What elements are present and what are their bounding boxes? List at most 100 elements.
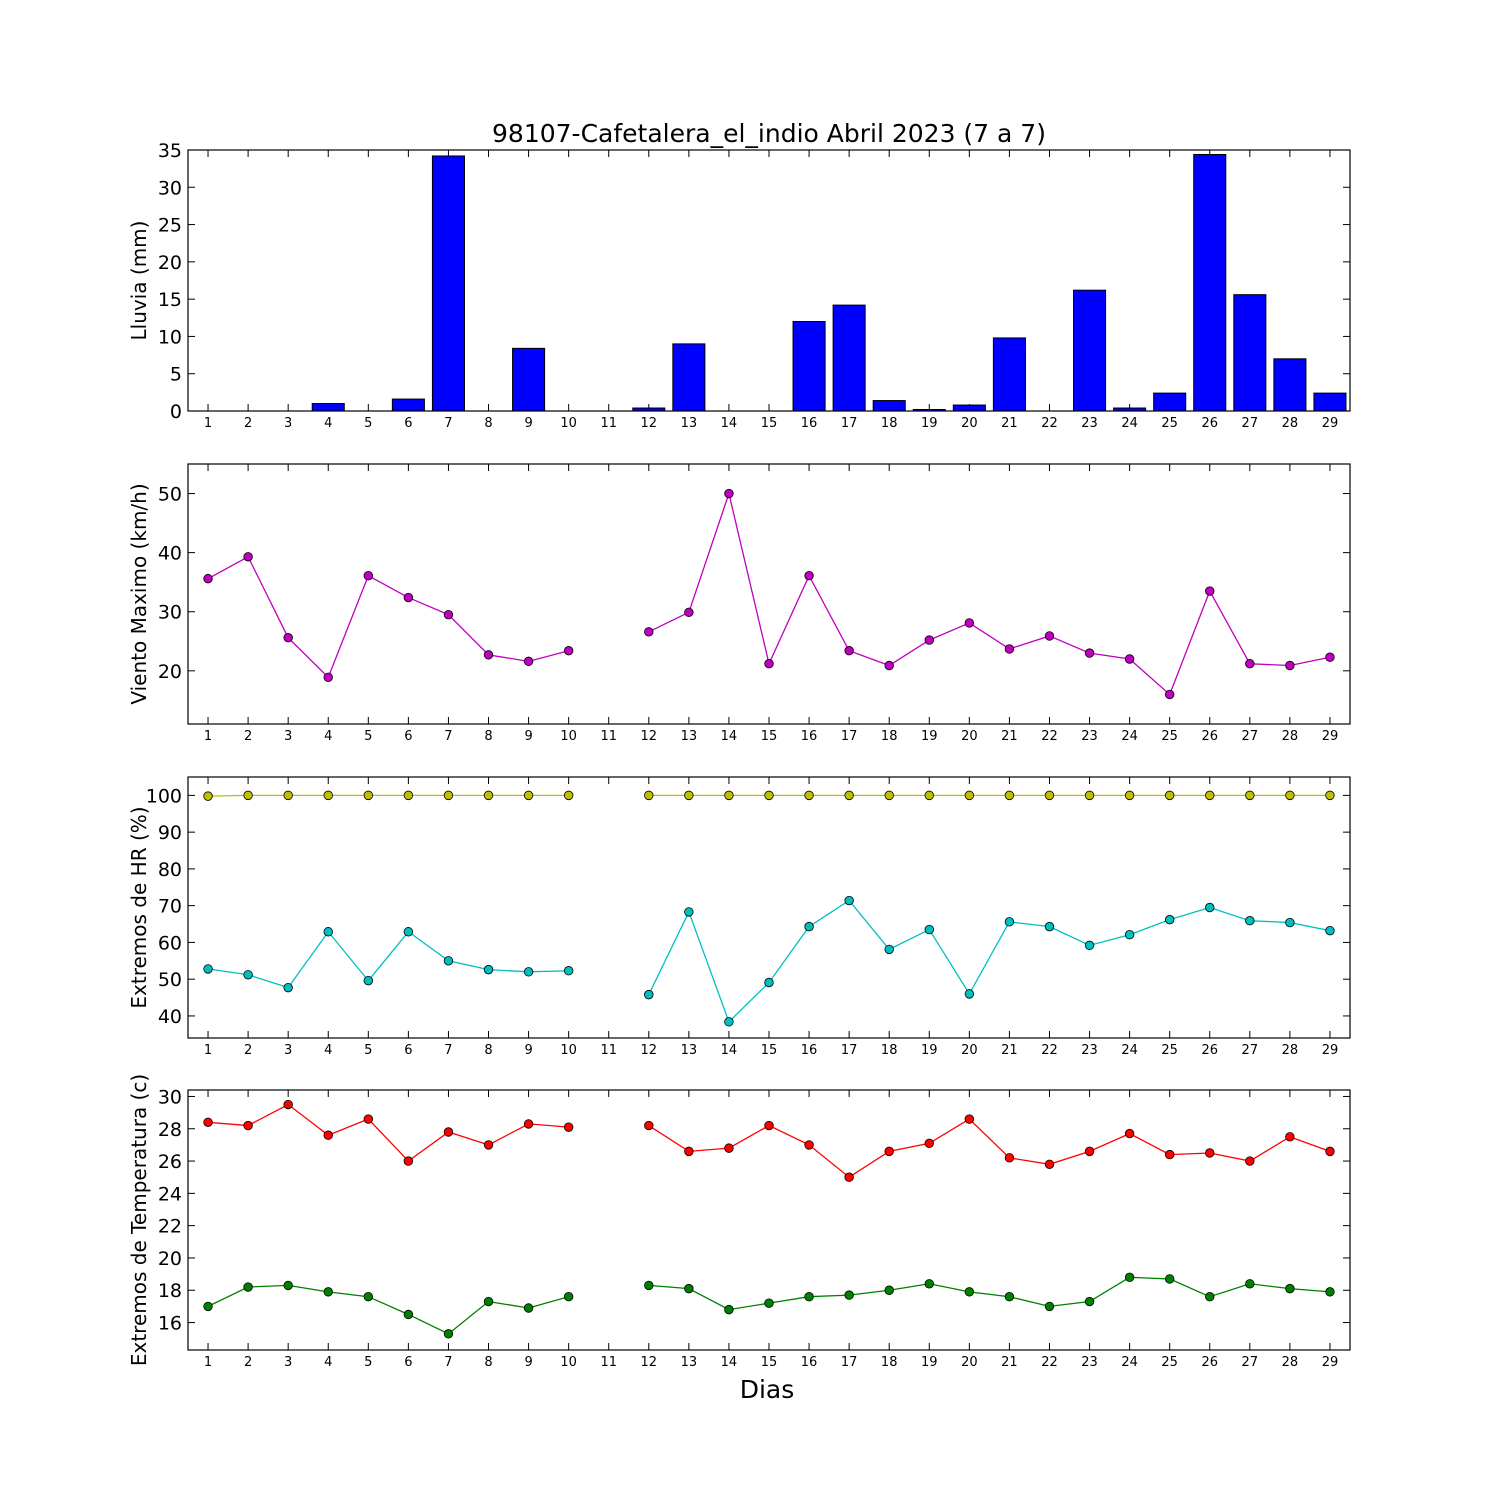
data-point	[523, 1303, 534, 1313]
y-tick-label: 80	[158, 859, 182, 881]
x-tick-label: 21	[1001, 1355, 1018, 1370]
x-tick-label: 28	[1282, 416, 1299, 431]
x-tick-label: 22	[1041, 729, 1058, 744]
x-tick-label: 21	[1001, 1043, 1018, 1058]
data-point	[1044, 921, 1055, 932]
y-tick-label: 0	[170, 401, 182, 423]
data-point	[844, 895, 854, 906]
x-tick-label: 11	[600, 729, 617, 744]
data-point	[323, 927, 333, 937]
data-point	[1205, 586, 1215, 596]
series-line	[648, 899, 1331, 1023]
data-point	[844, 646, 854, 656]
data-point	[563, 790, 574, 801]
x-tick-label: 27	[1242, 729, 1259, 744]
x-tick-label: 29	[1322, 416, 1339, 431]
x-tick-label: 9	[524, 729, 532, 744]
series-line	[648, 1276, 1331, 1311]
data-point	[1205, 1292, 1215, 1302]
data-point	[483, 790, 494, 801]
data-point	[724, 790, 734, 801]
data-point	[924, 1138, 934, 1148]
data-point	[203, 791, 213, 801]
data-point	[724, 1017, 734, 1027]
x-tick-label: 3	[284, 416, 292, 431]
data-point	[1164, 914, 1175, 925]
data-point	[363, 1292, 374, 1302]
data-point	[363, 975, 374, 986]
y-tick-label: 20	[158, 1248, 182, 1270]
data-point	[764, 1120, 774, 1131]
data-point	[243, 1282, 253, 1292]
x-tick-label: 10	[560, 1043, 577, 1058]
x-tick-label: 5	[364, 1355, 372, 1370]
data-point	[1004, 1292, 1015, 1302]
bar	[1313, 392, 1347, 412]
y-tick-label: 40	[158, 543, 182, 565]
y-tick-label: 30	[158, 177, 182, 199]
data-point	[1285, 790, 1295, 801]
y-tick-label: 5	[170, 364, 182, 386]
data-point	[403, 592, 414, 603]
data-point	[283, 790, 293, 801]
data-point	[523, 656, 534, 667]
x-tick-label: 6	[404, 729, 412, 744]
data-point	[403, 1156, 414, 1166]
series-line	[207, 1103, 569, 1162]
series-line	[208, 794, 569, 797]
y-tick-label: 22	[158, 1216, 182, 1238]
x-tick-label: 5	[364, 416, 372, 431]
bar	[311, 403, 345, 412]
x-tick-label: 21	[1001, 729, 1018, 744]
x-tick-label: 20	[961, 1043, 978, 1058]
x-tick-label: 24	[1121, 1043, 1138, 1058]
x-tick-label: 25	[1161, 1355, 1178, 1370]
data-point	[323, 672, 333, 683]
x-tick-label: 23	[1081, 1355, 1098, 1370]
x-tick-label: 18	[881, 416, 898, 431]
data-point	[563, 1122, 574, 1132]
data-point	[523, 790, 534, 801]
data-point	[1084, 940, 1095, 951]
x-tick-label: 23	[1081, 416, 1098, 431]
x-tick-label: 10	[560, 1355, 577, 1370]
data-point	[964, 1287, 975, 1297]
x-tick-label: 4	[324, 416, 332, 431]
y-axis-label: Viento Maximo (km/h)	[127, 483, 151, 704]
x-tick-label: 7	[444, 416, 452, 431]
data-point	[964, 1114, 975, 1124]
data-point	[283, 982, 293, 993]
bar	[1273, 358, 1307, 412]
x-tick-label: 18	[881, 729, 898, 744]
axes-frame	[187, 463, 1351, 725]
data-point	[924, 1279, 934, 1289]
data-point	[1285, 917, 1295, 928]
x-tick-label: 7	[444, 1043, 452, 1058]
series-line	[648, 491, 1331, 696]
data-point	[323, 1130, 333, 1140]
axes-frame	[187, 1089, 1351, 1351]
x-tick-label: 24	[1121, 729, 1138, 744]
x-tick-label: 18	[881, 1355, 898, 1370]
data-point	[1124, 1128, 1135, 1139]
bar	[792, 321, 826, 412]
data-point	[964, 618, 975, 628]
data-point	[443, 956, 454, 966]
x-tick-label: 12	[641, 729, 658, 744]
data-point	[1084, 1146, 1095, 1157]
bar	[1073, 289, 1107, 412]
data-point	[323, 1287, 333, 1297]
x-tick-label: 20	[961, 1355, 978, 1370]
data-point	[1004, 917, 1015, 927]
bar	[992, 337, 1026, 412]
x-tick-label: 6	[404, 1043, 412, 1058]
x-tick-label: 11	[600, 416, 617, 431]
data-point	[1124, 1272, 1135, 1283]
data-point	[523, 967, 534, 977]
bar	[872, 400, 906, 412]
x-tick-label: 19	[921, 1043, 938, 1058]
chart-title: 98107-Cafetalera_el_indio Abril 2023 (7 …	[492, 119, 1046, 148]
